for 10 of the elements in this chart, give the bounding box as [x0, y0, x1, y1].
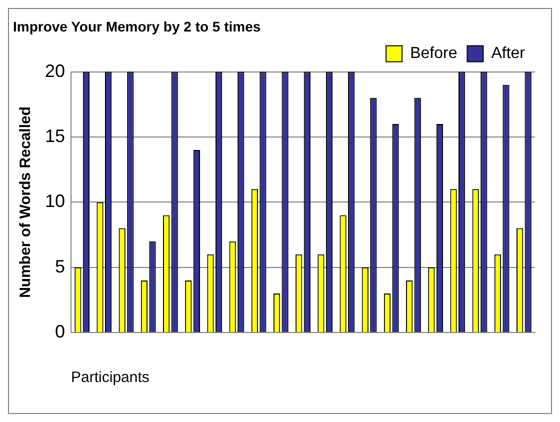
- y-tick-label: 20: [44, 60, 66, 81]
- y-tick-label: 10: [44, 191, 66, 212]
- legend-label: Before: [410, 45, 458, 62]
- legend-label: After: [491, 45, 526, 62]
- x-axis-title: Participants: [71, 369, 150, 386]
- y-tick-label: 0: [55, 322, 66, 342]
- y-tick-label: 15: [44, 126, 66, 146]
- y-axis-title: Number of Words Recalled: [17, 106, 34, 298]
- y-tick-label: 5: [55, 256, 66, 276]
- chart-title: Improve Your Memory by 2 to 5 times: [13, 18, 261, 34]
